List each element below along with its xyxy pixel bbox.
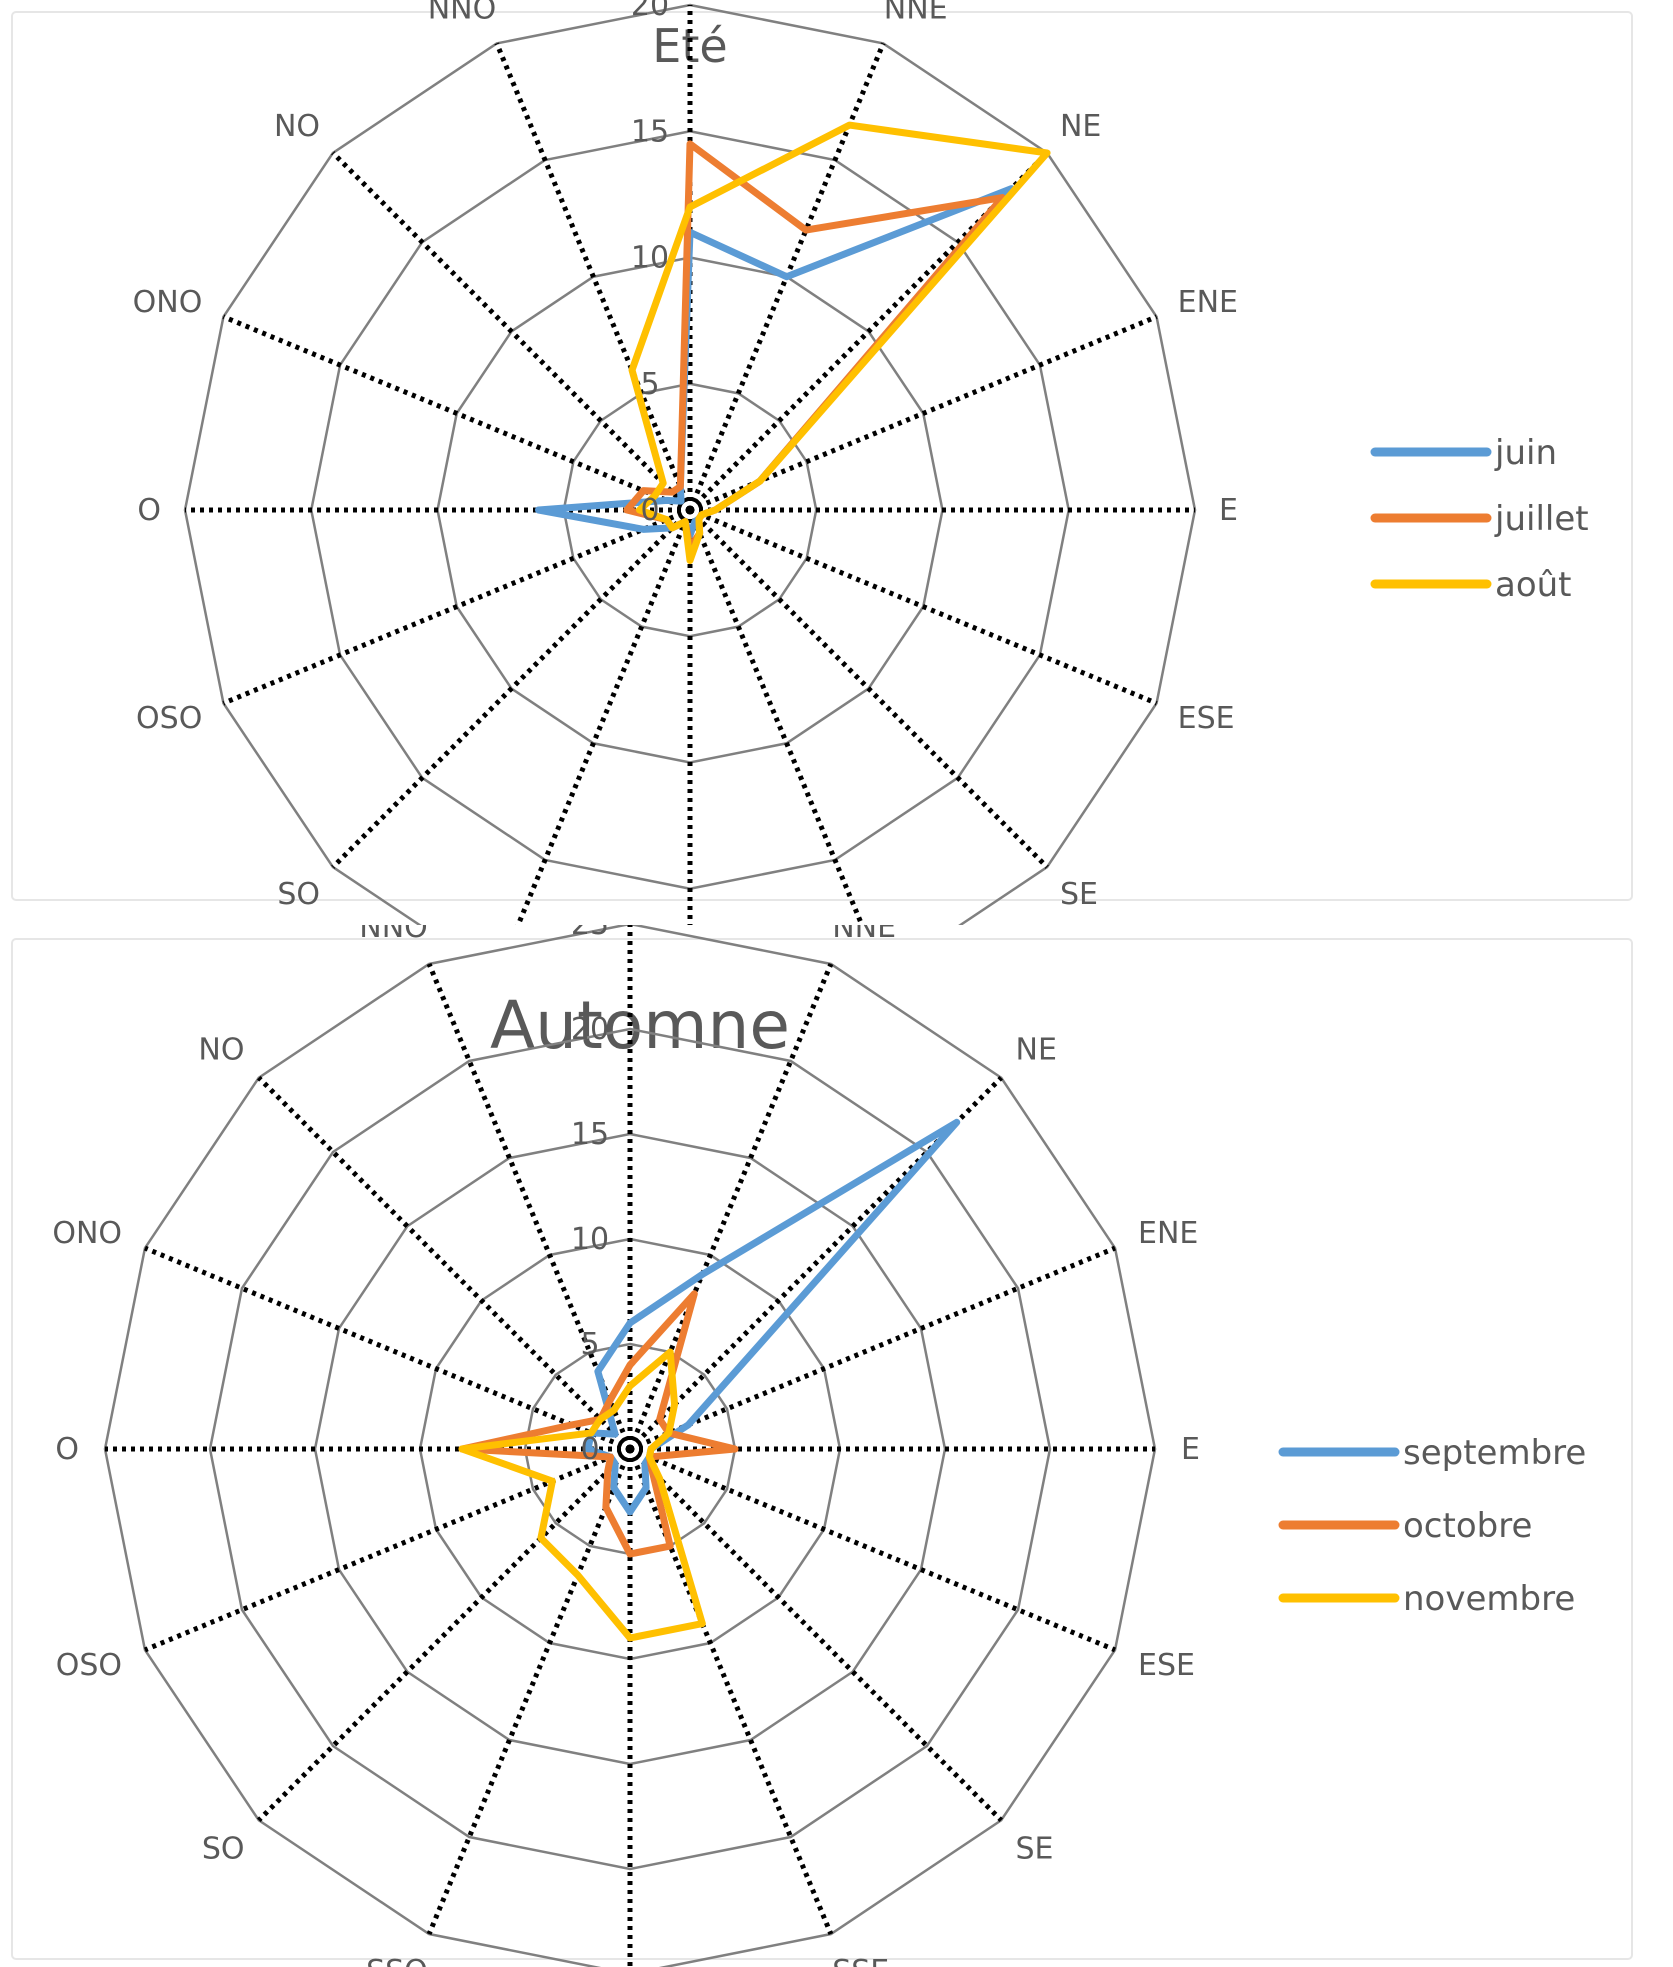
category-label-o: O	[55, 1432, 79, 1467]
category-label-ese: ESE	[1178, 701, 1235, 736]
spoke-nno	[426, 963, 633, 1450]
spoke-oso	[144, 1446, 631, 1653]
category-label-no: NO	[274, 109, 320, 144]
series-octobre	[458, 1290, 739, 1558]
legend-label-juillet: juillet	[1494, 499, 1589, 539]
tick-label: 0	[580, 1432, 599, 1467]
category-label-ono: ONO	[52, 1216, 122, 1251]
spoke-nne	[627, 963, 834, 1450]
series-group	[458, 1118, 961, 1642]
spoke-se	[688, 508, 1049, 869]
series-group	[535, 121, 1051, 564]
category-label-ene: ENE	[1178, 285, 1238, 320]
category-label-no: NO	[198, 1032, 244, 1067]
spoke-ene	[629, 1245, 1116, 1452]
category-label-sse: SSE	[832, 1954, 889, 1967]
category-label-nno: NNO	[359, 925, 428, 945]
series-novembre	[458, 1348, 706, 1642]
radar-chart-automne: Automne NNNENEENEEESESESSESSSOSOOSOOONON…	[11, 925, 1633, 1967]
chart-area-border	[11, 11, 1633, 901]
spoke-no	[331, 151, 692, 512]
spoke-sse	[687, 509, 865, 925]
category-label-nne: NNE	[884, 0, 948, 26]
series-juillet	[623, 140, 1006, 552]
tick-label: 5	[580, 1327, 599, 1362]
category-label-se: SE	[1060, 877, 1098, 912]
radar-spokes	[105, 925, 1155, 1967]
spoke-sse	[627, 1448, 834, 1935]
category-label-sso: SSO	[366, 1954, 428, 1967]
category-label-so: SO	[202, 1832, 245, 1867]
tick-label: 10	[631, 241, 669, 276]
legend-label-octobre: octobre	[1403, 1506, 1532, 1546]
chart-area-border	[11, 938, 1633, 1960]
chart-automne: Automne NNNENEENEEESESESSESSSOSOOSOOONON…	[0, 925, 1673, 1967]
spoke-ono	[144, 1245, 631, 1452]
tick-label: 20	[631, 0, 669, 23]
tick-label: 15	[631, 114, 669, 149]
spoke-se	[628, 1447, 1003, 1822]
chart-title: Eté	[652, 19, 727, 73]
legend-label-aout: août	[1495, 565, 1572, 605]
spoke-ese	[689, 507, 1158, 706]
tick-label: 10	[571, 1222, 609, 1257]
legend-label-juin: juin	[1494, 433, 1557, 473]
category-label-ene: ENE	[1138, 1216, 1198, 1251]
legend-label-septembre: septembre	[1403, 1433, 1586, 1473]
spoke-sso	[515, 509, 693, 925]
spoke-no	[257, 1076, 632, 1451]
spoke-ene	[689, 314, 1158, 513]
category-labels: NNNENEENEEESESESSESSSOSOOSOOONONONNO	[52, 925, 1200, 1967]
category-label-oso: OSO	[136, 701, 202, 736]
radar-chart-ete: Eté NNNENEENEEESESESSESSSOSOOSOOONONONNO…	[11, 0, 1633, 925]
spoke-oso	[222, 507, 691, 706]
spoke-ono	[222, 314, 691, 513]
category-labels: NNNENEENEEESESESSESSSOSOOSOOONONONNO	[133, 0, 1238, 912]
tick-label: 20	[571, 1012, 609, 1047]
tick-label: 0	[640, 493, 659, 528]
spoke-ese	[629, 1446, 1116, 1653]
category-label-se: SE	[1016, 1832, 1054, 1867]
category-label-e: E	[1181, 1432, 1200, 1467]
category-label-ne: NE	[1016, 1032, 1057, 1067]
category-label-e: E	[1219, 493, 1238, 528]
tick-label: 5	[640, 367, 659, 402]
legend: juin juillet août	[1370, 433, 1589, 605]
grid-ring	[183, 3, 1197, 925]
category-label-nno: NNO	[428, 0, 497, 26]
category-label-o: O	[137, 493, 161, 528]
tick-labels: 0 5 10 15 20	[631, 0, 669, 528]
category-label-so: SO	[277, 877, 320, 912]
chart-ete: Eté NNNENEENEEESESESSESSSOSOOSOOONONONNO…	[0, 0, 1673, 925]
spoke-ne	[688, 151, 1049, 512]
category-label-ne: NE	[1060, 109, 1101, 144]
category-label-ese: ESE	[1138, 1648, 1195, 1683]
series-septembre	[584, 1118, 961, 1516]
grid-ring	[208, 1027, 1052, 1871]
tick-label: 25	[571, 925, 609, 942]
tick-labels: 0 5 10 15 20 25	[571, 925, 609, 1467]
category-label-oso: OSO	[56, 1648, 122, 1683]
tick-label: 15	[571, 1117, 609, 1152]
legend: septembre octobre novembre	[1278, 1433, 1586, 1619]
spoke-sso	[426, 1448, 633, 1935]
legend-label-novembre: novembre	[1403, 1579, 1575, 1619]
grid-ring	[103, 925, 1157, 1967]
spoke-so	[331, 508, 692, 869]
spoke-so	[257, 1447, 632, 1822]
series-aout	[628, 121, 1051, 564]
spoke-ne	[628, 1076, 1003, 1451]
series-juin	[535, 185, 1015, 539]
spoke-nno	[494, 42, 693, 511]
category-label-ono: ONO	[133, 285, 203, 320]
category-label-nne: NNE	[832, 925, 896, 945]
